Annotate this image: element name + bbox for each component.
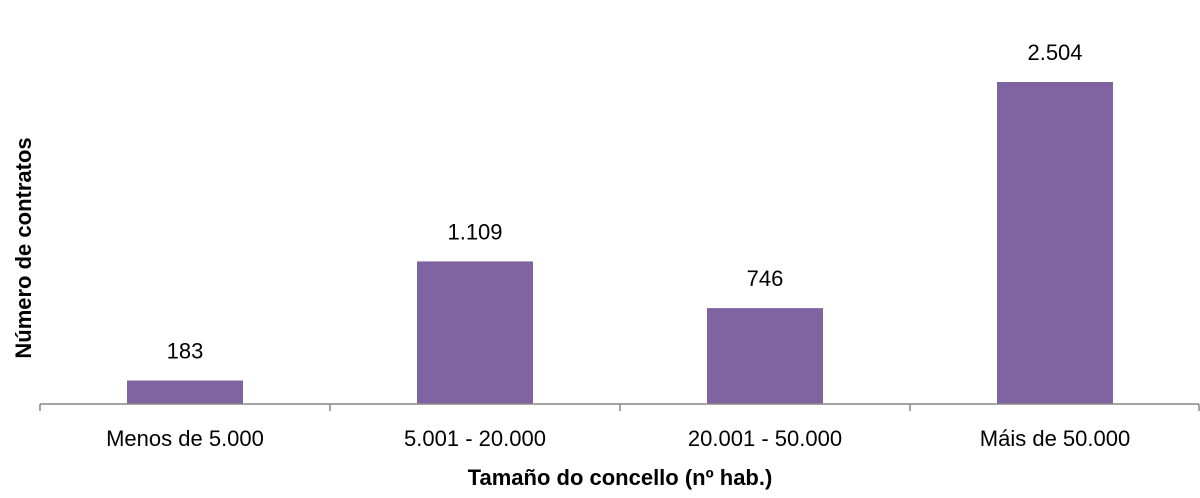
x-tick-label-2: 5.001 - 20.000 [404,426,546,451]
bar-1 [127,380,243,404]
x-tick-label-3: 20.001 - 50.000 [688,426,842,451]
x-axis [39,403,1200,411]
x-tick-labels: Menos de 5.000 5.001 - 20.000 20.001 - 50.… [106,426,1130,451]
data-label-2: 1.109 [447,219,502,244]
bar-3 [707,308,823,404]
data-labels-layer: 183 1.109 746 2.504 [167,40,1083,364]
bar-2 [417,261,533,404]
x-tick-label-4: Máis de 50.000 [980,426,1130,451]
bar-4 [997,82,1113,404]
data-label-4: 2.504 [1027,40,1082,65]
y-axis-title: Número de contratos [11,137,36,358]
x-tick-label-1: Menos de 5.000 [106,426,264,451]
bars-layer [127,82,1113,404]
x-axis-title: Tamaño do concello (nº hab.) [468,465,773,490]
data-label-3: 746 [747,266,784,291]
data-label-1: 183 [167,339,204,364]
